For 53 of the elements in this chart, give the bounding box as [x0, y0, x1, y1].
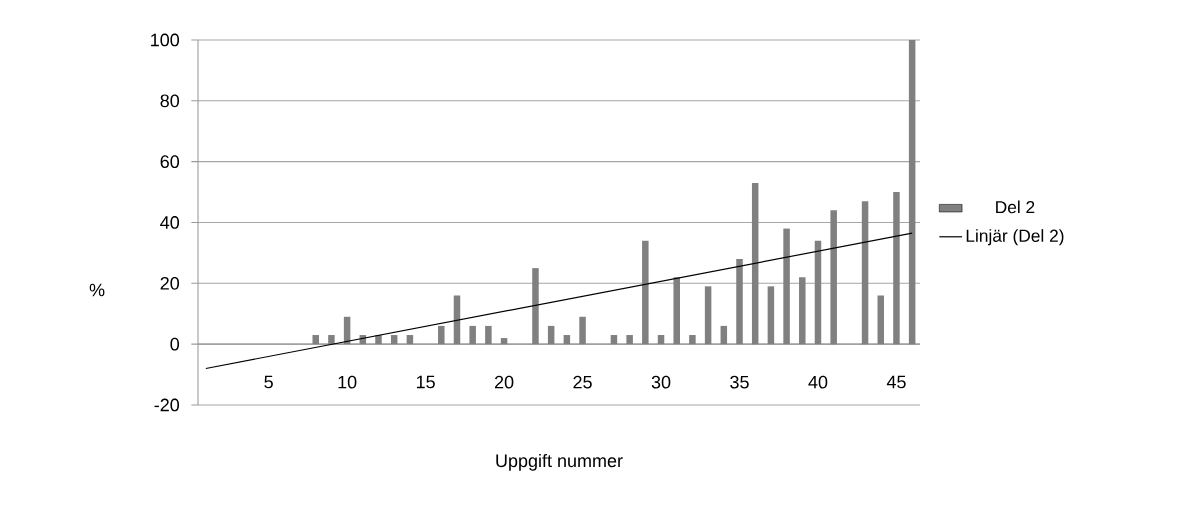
- bar: [642, 240, 649, 345]
- legend-label: Linjär (Del 2): [966, 229, 1064, 246]
- bar: [390, 335, 398, 345]
- x-tick-label: 25: [573, 375, 592, 389]
- y-tick-label: 20: [160, 276, 180, 290]
- bar: [563, 335, 571, 345]
- x-tick-label: 30: [651, 375, 671, 389]
- bar: [375, 335, 382, 345]
- bar: [767, 286, 775, 345]
- bar: [893, 192, 900, 345]
- x-tick-label: 40: [808, 375, 828, 389]
- bar: [657, 335, 665, 345]
- y-tick-label: 60: [160, 155, 180, 169]
- x-tick-label: 5: [264, 375, 273, 389]
- x-axis-title: Uppgift nummer: [496, 453, 623, 471]
- bar: [500, 338, 508, 345]
- bar: [814, 240, 822, 345]
- bar: [453, 295, 461, 345]
- bar: [783, 228, 790, 345]
- bar: [751, 182, 759, 345]
- bar: [469, 325, 476, 345]
- bar: [485, 325, 492, 345]
- bar: [830, 210, 837, 345]
- bar: [861, 201, 869, 345]
- y-axis-title: %: [89, 283, 105, 297]
- bar: [720, 325, 728, 345]
- y-tick-label: 40: [160, 216, 180, 229]
- y-tick-label: 100: [151, 33, 180, 47]
- bar: [626, 335, 633, 345]
- bar: [736, 258, 743, 345]
- bar: [438, 325, 445, 345]
- bar: [312, 335, 319, 345]
- bar: [610, 335, 618, 345]
- bar: [799, 277, 806, 345]
- bar: [406, 335, 414, 345]
- bar: [689, 335, 696, 345]
- y-tick-label: -20: [154, 398, 180, 412]
- x-tick-label: 45: [886, 375, 906, 389]
- x-tick-label: 35: [730, 375, 749, 389]
- bar: [877, 295, 885, 345]
- bar: [547, 325, 555, 345]
- bar: [579, 316, 586, 345]
- bar: [532, 268, 539, 345]
- y-tick-label: 0: [170, 337, 180, 351]
- x-tick-label: 15: [416, 375, 435, 389]
- legend-label: Del 2: [996, 200, 1035, 214]
- x-tick-label: 20: [494, 375, 514, 389]
- bar: [328, 335, 335, 345]
- bar: [704, 286, 712, 345]
- x-tick-label: 10: [338, 375, 357, 389]
- bar: [673, 277, 680, 345]
- y-tick-label: 80: [160, 94, 180, 108]
- bar: [908, 39, 916, 345]
